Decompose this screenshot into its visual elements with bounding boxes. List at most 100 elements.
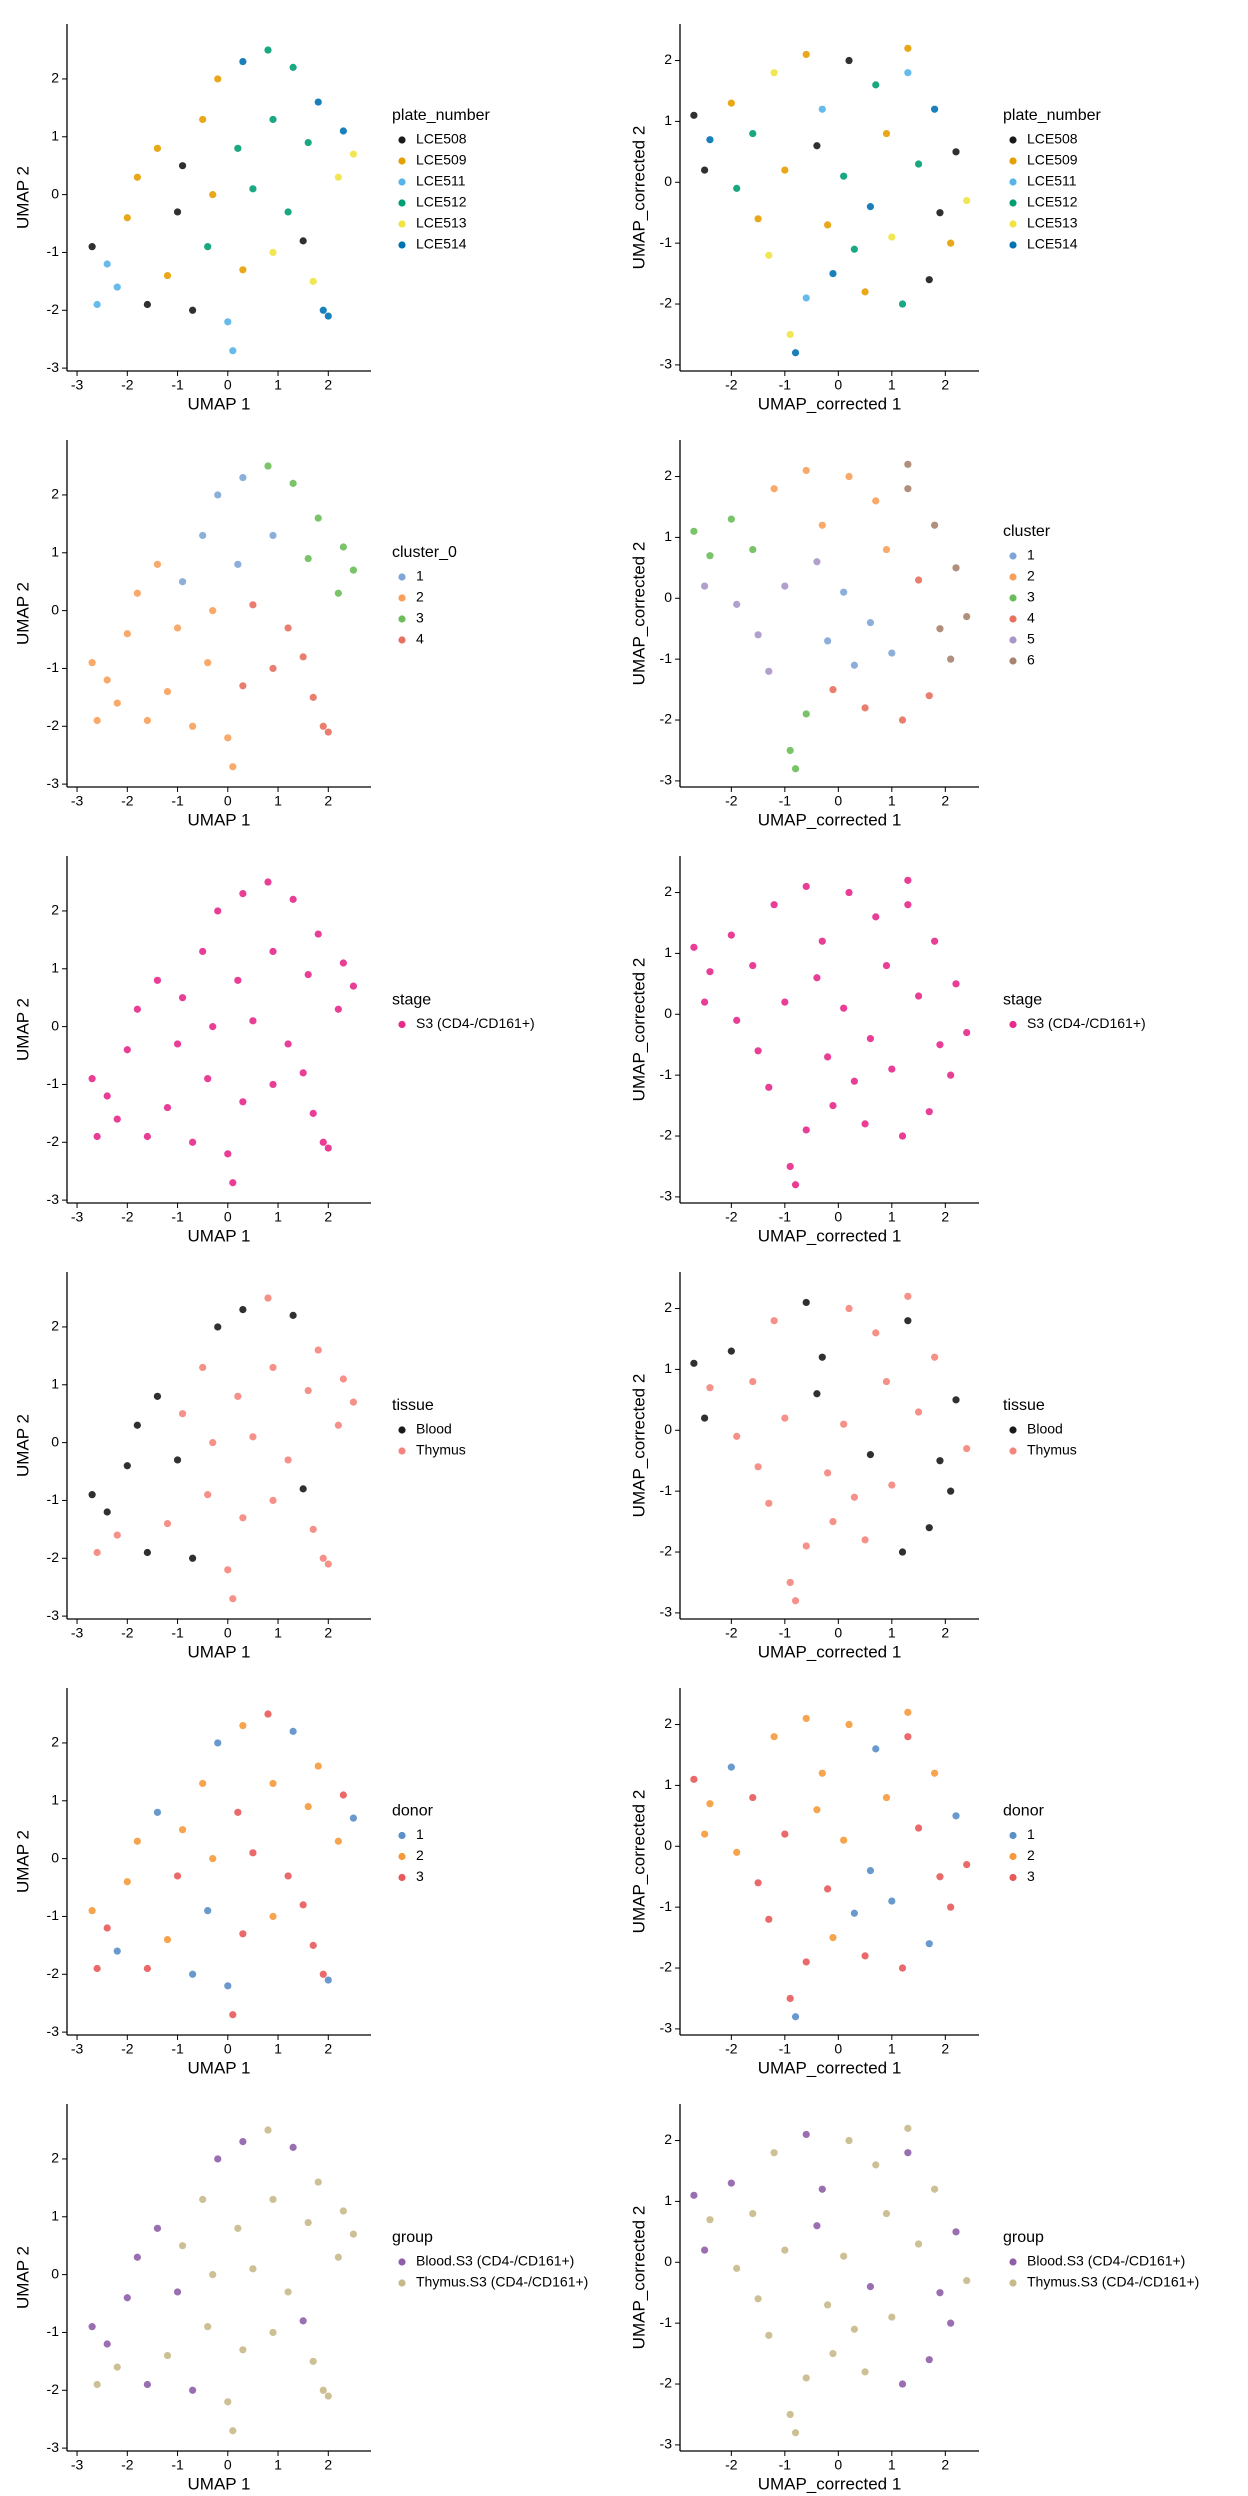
point [284,2288,292,2296]
point [898,2380,907,2388]
x-tick-label: -1 [779,793,792,809]
point [727,931,735,939]
point [324,312,332,320]
point [214,1739,222,1747]
x-axis-label: UMAP_corrected 1 [758,2058,902,2077]
y-tick-label: 1 [664,112,672,128]
point [173,1456,182,1464]
point [204,1075,212,1083]
y-tick-label: 2 [51,1318,59,1334]
point [866,1451,875,1459]
point [781,2246,789,2254]
point [189,1554,197,1562]
point [229,2427,237,2435]
point [153,1808,162,1816]
point [786,746,794,755]
point [931,1769,939,1777]
point [786,1994,794,2003]
point [925,1524,933,1532]
point [189,306,197,314]
point [813,1390,821,1398]
legend-swatch [398,573,406,581]
point [334,2253,342,2261]
point [249,1433,257,1441]
point [88,243,96,251]
legend-label: LCE511 [416,173,466,189]
point [770,901,778,909]
point [189,1970,197,1978]
point [818,2185,826,2193]
point [904,1733,912,1741]
point [963,1860,971,1869]
x-tick-label: -2 [725,1209,738,1225]
point [214,2155,222,2163]
point [701,2246,709,2254]
point [113,2363,121,2371]
point [936,1457,944,1465]
legend-swatch [1009,178,1017,186]
x-tick-label: -1 [171,1625,184,1641]
y-tick-label: 2 [51,902,59,918]
point [904,1708,912,1716]
point [133,1421,141,1429]
point [845,1720,853,1729]
point [733,2264,741,2272]
x-tick-label: -2 [725,2457,738,2473]
x-tick-label: -3 [71,2041,84,2057]
y-tick-label: -3 [660,356,673,372]
point [802,710,810,718]
legend-title: cluster [1003,523,1051,540]
point [269,1496,277,1505]
x-tick-label: -2 [725,377,738,393]
legend-swatch [1009,1831,1017,1840]
y-tick-label: -1 [47,243,60,259]
point [93,1548,101,1557]
point [264,2126,272,2134]
point [239,266,247,274]
point [749,545,757,554]
point [224,318,232,326]
x-tick-label: 0 [834,1209,842,1225]
x-tick-label: -1 [171,2457,184,2473]
point [786,2410,794,2419]
point [349,982,358,990]
point [770,485,778,493]
point [952,980,960,988]
point [802,1126,810,1134]
panel: -2 -1 0 1 2 -3 -2 -1 0 1 2 UMAP_corrected 1 UMAP_cor… [629,440,1051,829]
point [204,2323,212,2331]
point [143,716,151,725]
point [239,1305,247,1314]
point [178,1410,187,1418]
y-tick-label: -2 [47,1133,60,1149]
point [269,2195,277,2204]
point [309,1525,317,1533]
point [925,1108,933,1116]
point [770,69,778,77]
point [289,895,297,903]
legend-label: S3 (CD4-/CD161+) [1027,1015,1146,1031]
point [727,2179,735,2187]
point [882,545,891,554]
legend-swatch [1009,2279,1017,2287]
point [349,1398,358,1406]
legend-title: plate_number [392,107,491,124]
legend-label: LCE513 [1027,215,1078,231]
point [314,930,322,938]
point [824,2301,832,2309]
x-tick-label: 0 [224,1209,232,1225]
point [334,173,342,181]
point [189,1138,197,1146]
point [153,560,162,568]
x-tick-label: -1 [171,1209,184,1225]
point [690,1359,698,1367]
legend-title: cluster_0 [392,544,457,561]
y-tick-label: -1 [660,650,673,666]
point [269,1363,277,1372]
legend-title: group [1003,2229,1044,2246]
y-tick-label: -1 [660,234,673,250]
legend-label: LCE509 [1027,152,1078,168]
point [299,1485,307,1493]
point [224,1150,232,1158]
legend-label: LCE508 [1027,131,1078,147]
